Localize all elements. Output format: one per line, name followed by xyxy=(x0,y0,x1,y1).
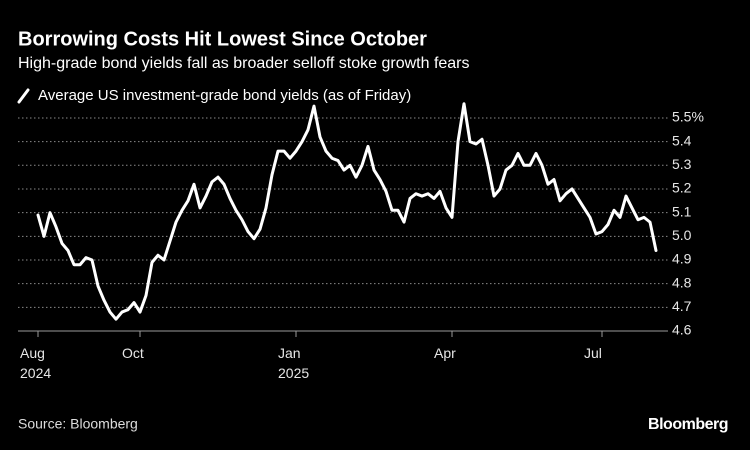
y-tick-label: 4.7 xyxy=(672,298,692,314)
y-tick-label: 4.6 xyxy=(672,322,692,338)
y-tick-label: 5.1 xyxy=(672,203,692,219)
x-tick-label: Oct xyxy=(122,345,144,361)
source: Source: Bloomberg xyxy=(18,416,138,432)
y-tick-label: 5.4 xyxy=(672,132,692,148)
x-tick-label: Aug 2024 xyxy=(20,345,52,381)
logo: Bloomberg xyxy=(648,416,728,433)
y-tick-label: 5.0 xyxy=(672,227,692,243)
x-tick-label: Jul xyxy=(584,345,602,361)
chart-title: Borrowing Costs Hit Lowest Since October xyxy=(18,28,427,50)
y-tick-label: 4.9 xyxy=(672,251,692,267)
y-tick-label: 4.8 xyxy=(672,274,692,290)
line-series xyxy=(36,102,658,321)
legend-swatch xyxy=(17,88,30,104)
legend-label: Average US investment-grade bond yields … xyxy=(38,87,411,104)
chart-subtitle: High-grade bond yields fall as broader s… xyxy=(18,55,470,72)
y-tick-label: 5.3 xyxy=(672,156,692,172)
x-tick-label: Jan 2025 xyxy=(278,345,310,381)
y-tick-label: 5.2 xyxy=(672,180,692,196)
x-tick-label: Apr xyxy=(434,345,456,361)
y-tick-label: 5.5% xyxy=(672,109,704,125)
